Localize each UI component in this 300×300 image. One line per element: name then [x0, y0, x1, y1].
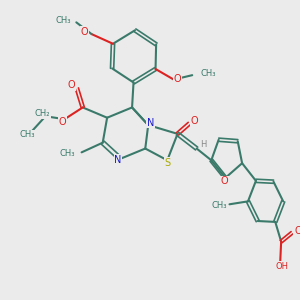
Text: O: O — [294, 226, 300, 236]
Text: CH₂: CH₂ — [35, 110, 50, 118]
Text: S: S — [165, 158, 171, 168]
Text: OH: OH — [275, 262, 288, 271]
Text: H: H — [200, 140, 206, 148]
Text: O: O — [191, 116, 198, 126]
Text: CH₃: CH₃ — [20, 130, 35, 139]
Text: CH₃: CH₃ — [200, 69, 216, 78]
Text: CH₃: CH₃ — [60, 149, 75, 158]
Text: O: O — [58, 116, 66, 127]
Text: O: O — [80, 27, 88, 37]
Text: N: N — [147, 118, 154, 128]
Text: O: O — [173, 74, 181, 84]
Text: O: O — [68, 80, 75, 90]
Text: N: N — [114, 155, 122, 165]
Text: O: O — [220, 176, 228, 186]
Text: CH₃: CH₃ — [211, 201, 226, 210]
Text: CH₃: CH₃ — [56, 16, 71, 26]
